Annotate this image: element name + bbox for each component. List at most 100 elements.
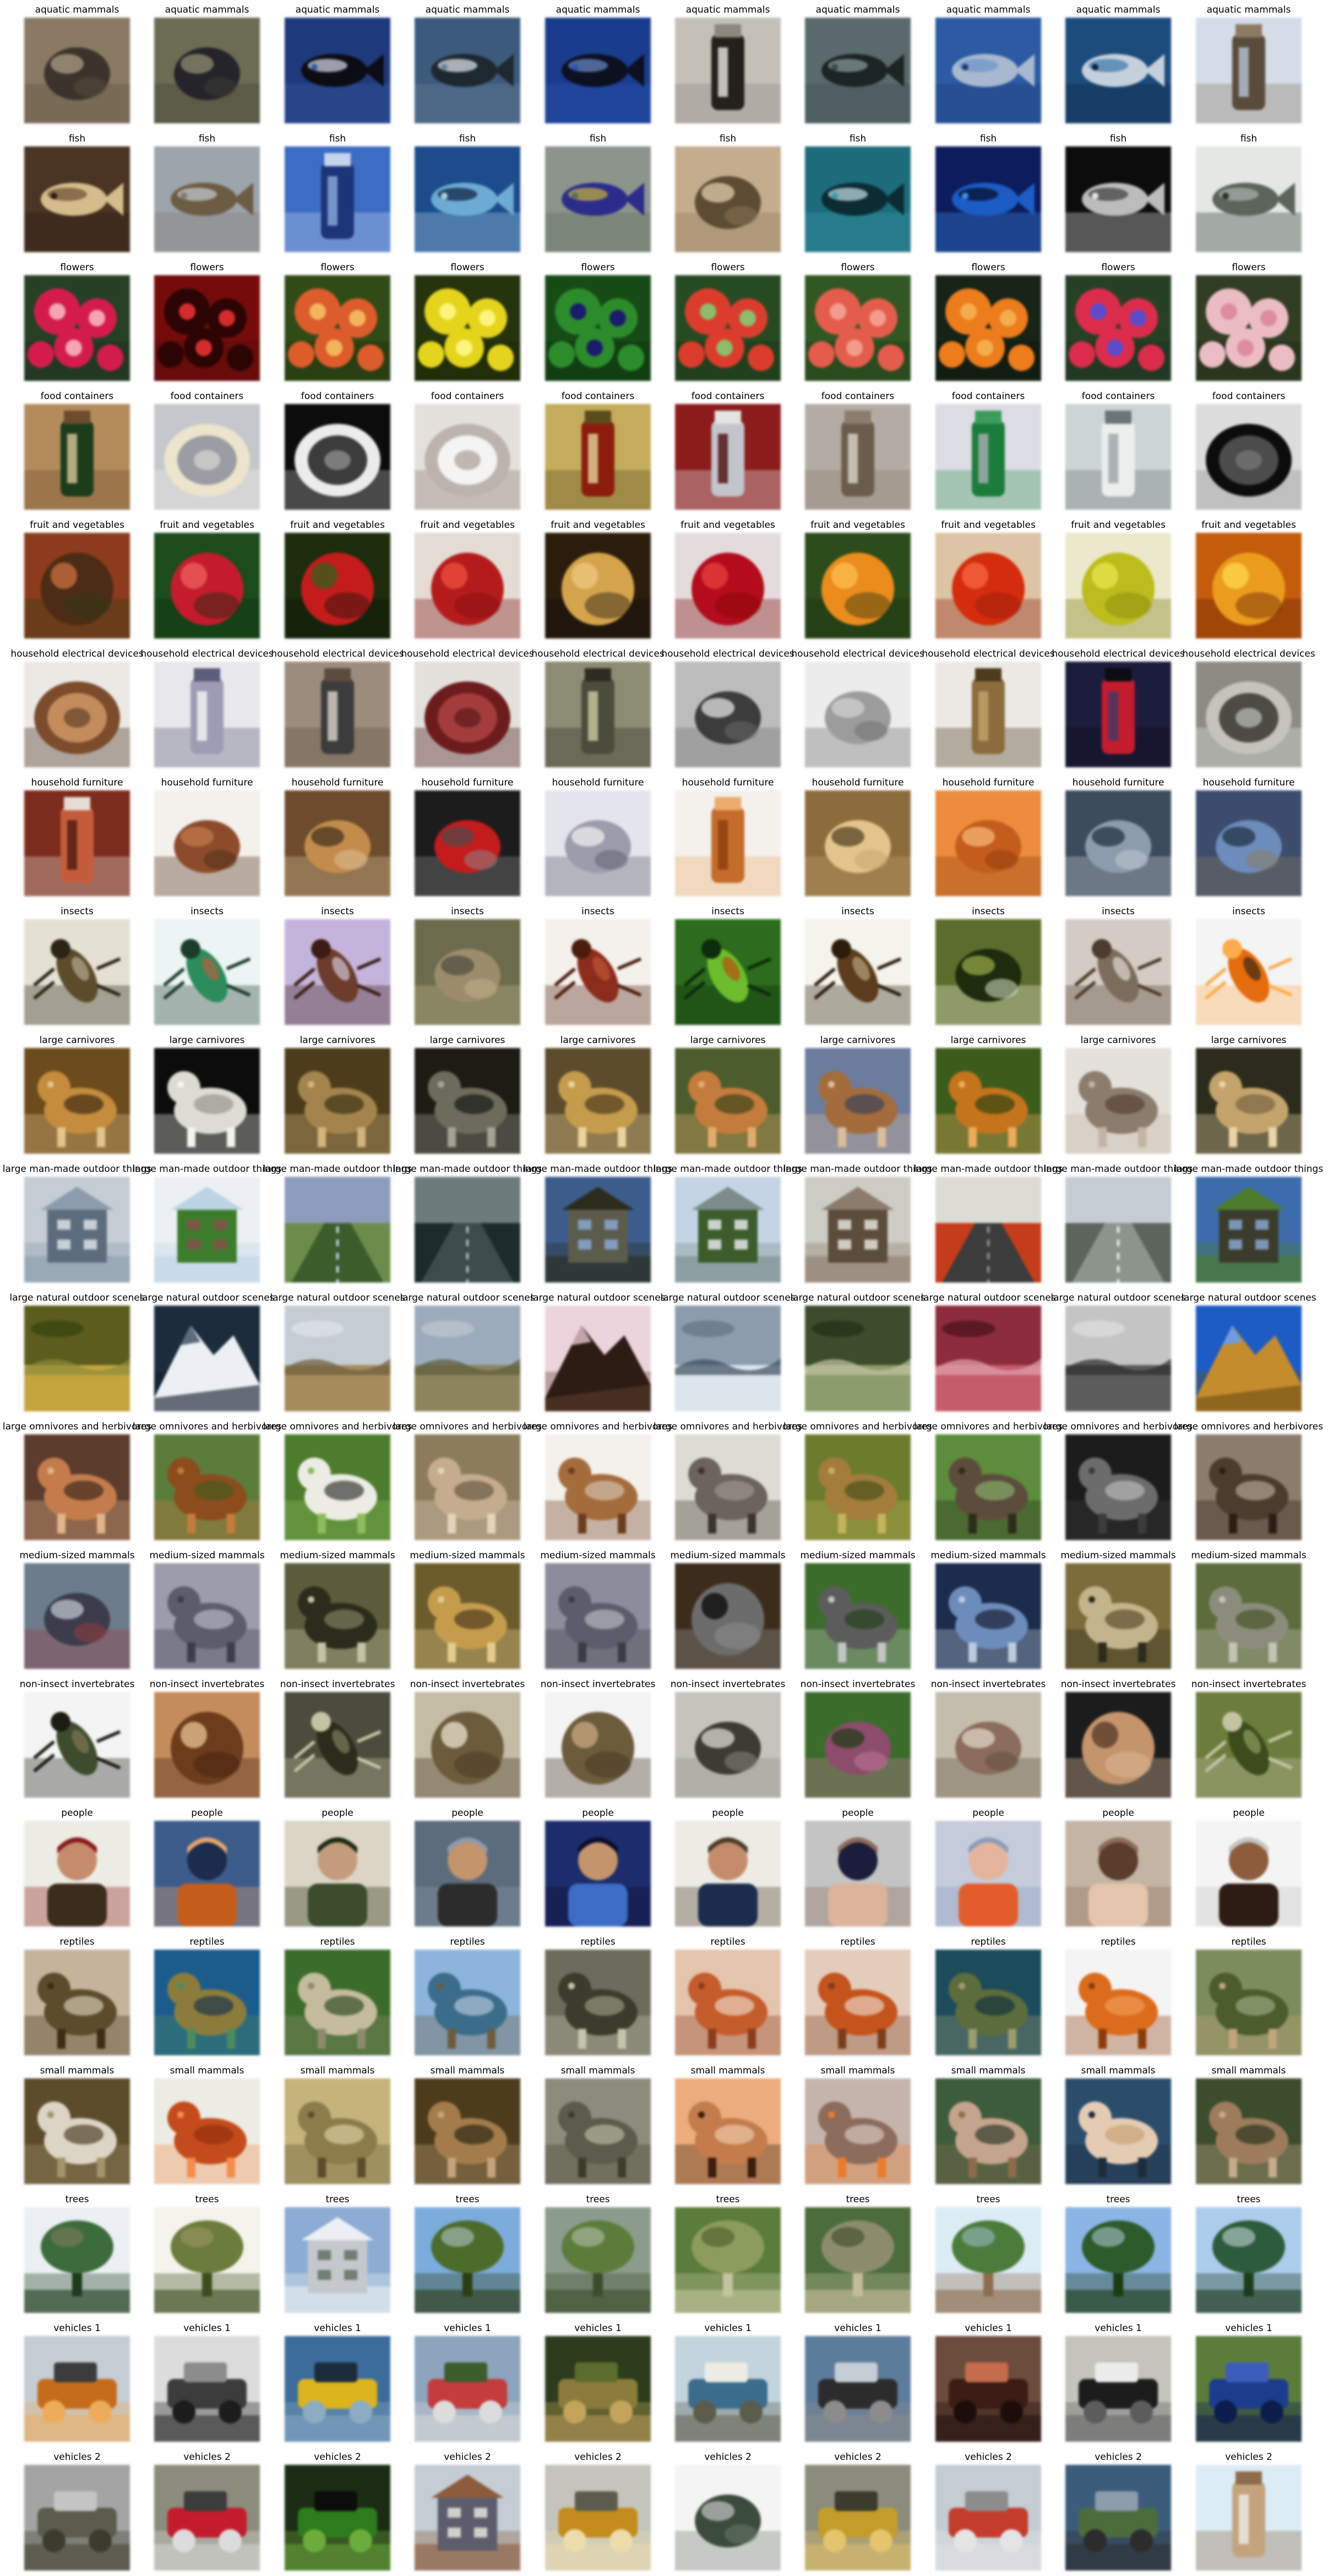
image-label: trees <box>195 2194 219 2205</box>
image-cell: insects <box>415 902 520 1030</box>
image-cell: aquatic mammals <box>805 0 911 129</box>
fish-thumbnail-graphic <box>24 146 130 252</box>
image-row: small mammals small mammals small mammals s… <box>24 2061 1318 2190</box>
animal-thumbnail-graphic <box>545 1048 651 1154</box>
animal-thumbnail-graphic <box>415 1048 520 1154</box>
image-cell: large man-made outdoor things <box>914 1159 1063 1288</box>
image-label: vehicles 2 <box>183 2452 231 2463</box>
image-label: reptiles <box>1101 1936 1136 1947</box>
image-cell: people <box>1196 1803 1302 1932</box>
image-label: food containers <box>301 391 374 402</box>
image-label: insects <box>451 906 484 917</box>
road-thumbnail-graphic <box>1065 1177 1171 1282</box>
image-cell: reptiles <box>1065 1932 1171 2061</box>
round-thumbnail-graphic <box>805 533 911 638</box>
image-thumbnail <box>675 1306 781 1411</box>
image-thumbnail <box>415 1306 520 1411</box>
road-thumbnail-graphic <box>285 1177 390 1282</box>
image-label: large man-made outdoor things <box>653 1164 803 1175</box>
image-cell: large omnivores and herbivores <box>783 1417 932 1546</box>
image-label: food containers <box>691 391 765 402</box>
image-row: aquatic mammals aquatic mammals aquatic ma… <box>24 0 1318 129</box>
tall-thumbnail-graphic <box>935 662 1041 767</box>
image-cell: flowers <box>1196 258 1302 386</box>
flower-thumbnail-graphic <box>154 275 260 381</box>
image-label: household electrical devices <box>531 648 665 659</box>
image-thumbnail <box>24 1821 130 1926</box>
image-thumbnail <box>805 1434 911 1540</box>
image-cell: vehicles 1 <box>545 2318 651 2447</box>
landscape-thumbnail-graphic <box>415 1306 520 1411</box>
image-thumbnail <box>415 2465 520 2570</box>
image-label: fruit and vegetables <box>810 520 905 531</box>
mountain-thumbnail-graphic <box>1196 1306 1302 1411</box>
image-cell: vehicles 2 <box>24 2447 130 2576</box>
image-cell: flowers <box>24 258 130 386</box>
image-thumbnail <box>415 2207 520 2313</box>
image-thumbnail <box>675 2336 781 2442</box>
image-thumbnail <box>285 2078 390 2184</box>
image-cell: insects <box>1196 902 1302 1030</box>
image-cell: large omnivores and herbivores <box>654 1417 802 1546</box>
fish-thumbnail-graphic <box>805 18 911 123</box>
image-thumbnail <box>675 2465 781 2570</box>
round-thumbnail-graphic <box>154 1692 260 1798</box>
image-label: small mammals <box>560 2065 635 2076</box>
plate-thumbnail-graphic <box>1196 662 1302 767</box>
image-cell: flowers <box>285 258 390 386</box>
image-label: reptiles <box>971 1936 1006 1947</box>
image-cell: fruit and vegetables <box>154 515 260 644</box>
image-cell: aquatic mammals <box>935 0 1041 129</box>
image-row: insects insects insects insects insects insec… <box>24 902 1318 1030</box>
image-row: large man-made outdoor things large man-m… <box>3 1159 1323 1288</box>
image-cell: large man-made outdoor things <box>133 1159 281 1288</box>
image-thumbnail <box>805 533 911 638</box>
image-cell: medium-sized mammals <box>800 1546 916 1674</box>
image-thumbnail <box>1196 662 1302 767</box>
building-thumbnail-graphic <box>285 2207 390 2313</box>
image-thumbnail <box>285 275 390 381</box>
image-label: large natural outdoor scenes <box>1051 1292 1186 1303</box>
image-cell: fruit and vegetables <box>545 515 651 644</box>
fish-thumbnail-graphic <box>935 18 1041 123</box>
image-thumbnail <box>1196 2465 1302 2570</box>
flower-thumbnail-graphic <box>285 275 390 381</box>
tree-thumbnail-graphic <box>1065 2207 1171 2313</box>
image-cell: flowers <box>1065 258 1171 386</box>
image-thumbnail <box>935 404 1041 510</box>
image-cell: people <box>154 1803 260 1932</box>
plate-thumbnail-graphic <box>1196 404 1302 510</box>
image-label: household furniture <box>812 777 904 788</box>
image-label: medium-sized mammals <box>1060 1550 1176 1561</box>
person-thumbnail-graphic <box>154 1821 260 1926</box>
image-thumbnail <box>935 1306 1041 1411</box>
vehicle-thumbnail-graphic <box>24 2336 130 2442</box>
image-thumbnail <box>154 2078 260 2184</box>
fish-thumbnail-graphic <box>1065 146 1171 252</box>
image-label: fruit and vegetables <box>941 520 1036 531</box>
round-thumbnail-graphic <box>24 533 130 638</box>
animal-thumbnail-graphic <box>935 1950 1041 2055</box>
blob-thumbnail-graphic <box>24 18 130 123</box>
image-label: fish <box>719 133 737 144</box>
image-cell: insects <box>24 902 130 1030</box>
image-label: household electrical devices <box>1052 648 1185 659</box>
image-label: vehicles 1 <box>574 2323 622 2334</box>
image-label: vehicles 1 <box>183 2323 231 2334</box>
tall-thumbnail-graphic <box>545 404 651 510</box>
image-cell: large natural outdoor scenes <box>790 1288 926 1417</box>
image-cell: household electrical devices <box>661 644 794 773</box>
building-thumbnail-graphic <box>24 1177 130 1282</box>
image-thumbnail <box>805 2336 911 2442</box>
image-label: insects <box>191 906 224 917</box>
image-cell: fish <box>1065 129 1171 258</box>
image-cell: fruit and vegetables <box>24 515 130 644</box>
image-label: fruit and vegetables <box>551 520 645 531</box>
image-cell: trees <box>545 2190 651 2318</box>
tree-thumbnail-graphic <box>415 2207 520 2313</box>
building-thumbnail-graphic <box>415 2465 520 2570</box>
image-cell: household electrical devices <box>10 644 144 773</box>
image-label: household electrical devices <box>140 648 274 659</box>
animal-thumbnail-graphic <box>675 2078 781 2184</box>
image-thumbnail <box>154 1306 260 1411</box>
